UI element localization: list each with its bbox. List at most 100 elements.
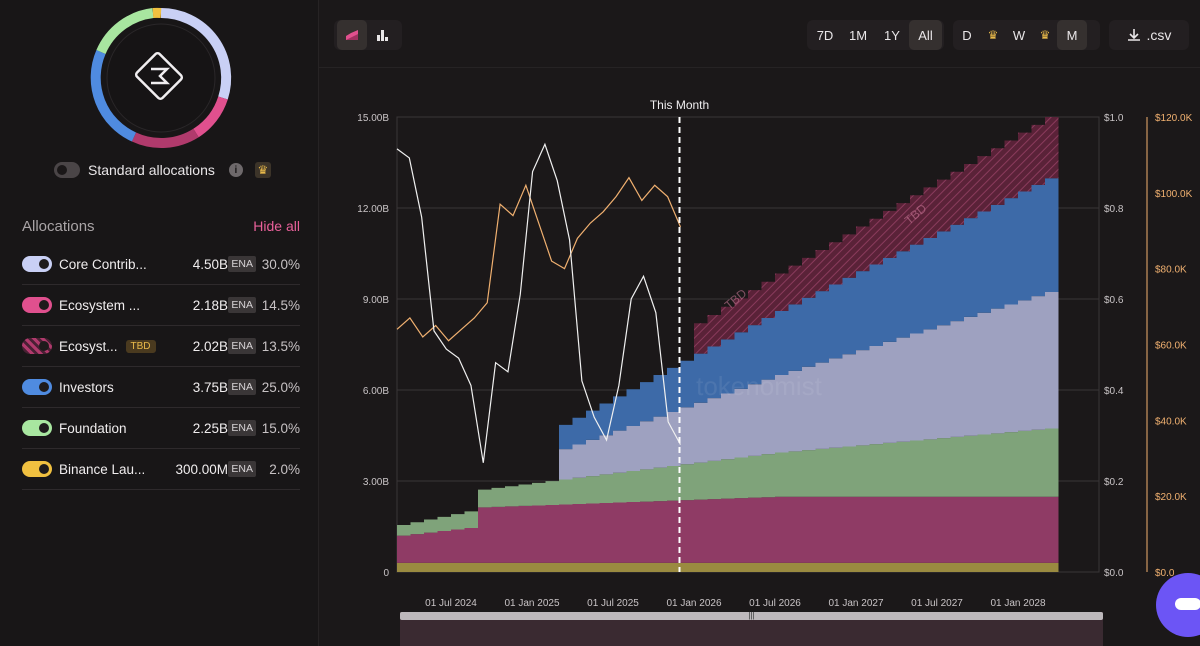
area-core-contributors xyxy=(397,292,1059,525)
donut-ecosystem xyxy=(193,96,228,138)
area-binance-launchpool xyxy=(397,562,1059,572)
unlock-chart: 0 3.00B 6.00B 9.00B 12.00B 15.00B $0.0 $0.2 $0.4… xyxy=(357,98,1193,609)
y-right-mcap-tick: $100.0K xyxy=(1155,189,1193,200)
granularity-d-button[interactable]: D xyxy=(962,27,972,43)
allocation-donut xyxy=(90,7,232,148)
range-7d-button[interactable]: 7D xyxy=(816,27,834,43)
allocation-name: Core Contrib... xyxy=(59,256,147,272)
download-icon xyxy=(1127,29,1140,41)
y-right-price-tick: $0.6 xyxy=(1104,295,1124,306)
area-chart-button[interactable] xyxy=(337,20,367,50)
allocation-name: Binance Lau... xyxy=(59,461,146,477)
token-badge: ENA xyxy=(228,297,256,313)
allocation-row[interactable]: Ecosyst... TBD 2.02B ENA 13.5% xyxy=(22,326,300,367)
area-investors xyxy=(397,178,1059,525)
y-right-price-tick: $0.4 xyxy=(1104,386,1124,397)
area-chart-icon xyxy=(346,30,358,40)
allocation-percent: 2.0% xyxy=(269,461,300,477)
y-right-mcap-tick: $60.0K xyxy=(1155,341,1187,352)
token-badge: ENA xyxy=(228,461,256,477)
ethena-logo-icon xyxy=(134,51,184,101)
area-ecosystem xyxy=(397,496,1059,563)
this-month-label: This Month xyxy=(650,98,709,112)
range-1y-button[interactable]: 1Y xyxy=(884,27,900,43)
range-all-button[interactable]: All xyxy=(909,20,942,50)
range-scroller[interactable]: ||| xyxy=(400,612,1103,646)
granularity-m-button[interactable]: M xyxy=(1057,20,1087,50)
tbd-area-label: TBD xyxy=(722,286,750,312)
hide-all-button[interactable]: Hide all xyxy=(253,218,300,234)
chat-button[interactable] xyxy=(1156,573,1200,637)
allocations-title: Allocations xyxy=(22,218,95,235)
y-right-price-tick: $0.2 xyxy=(1104,477,1124,488)
allocation-name: Ecosyst... xyxy=(59,338,118,354)
allocation-row[interactable]: Binance Lau... 300.00M ENA 2.0% xyxy=(22,449,300,490)
info-icon[interactable]: i xyxy=(228,163,243,177)
allocation-row[interactable]: Foundation 2.25B ENA 15.0% xyxy=(22,408,300,449)
y-left-tick: 6.00B xyxy=(363,386,389,397)
x-tick: 01 Jul 2027 xyxy=(911,598,963,609)
x-tick: 01 Jan 2026 xyxy=(666,598,721,609)
donut-ecosystem-tbd xyxy=(131,128,199,148)
allocation-row[interactable]: Investors 3.75B ENA 25.0% xyxy=(22,367,300,408)
chart-type-toggle xyxy=(334,20,402,50)
tbd-area-label: TBD xyxy=(902,201,930,227)
allocation-toggle[interactable] xyxy=(22,420,52,436)
token-badge: ENA xyxy=(228,338,256,354)
plot-frame xyxy=(396,116,1100,573)
scroller-handle[interactable]: ||| xyxy=(400,612,1103,620)
granularity-w-button[interactable]: W xyxy=(1012,27,1026,43)
csv-download-button[interactable]: .csv xyxy=(1109,20,1189,50)
token-badge: ENA xyxy=(228,256,256,272)
allocation-list: Core Contrib... 4.50B ENA 30.0% Ecosystem ..… xyxy=(22,244,300,490)
token-badge: ENA xyxy=(228,379,256,395)
marketcap-line xyxy=(396,176,682,342)
y-left-tick: 0 xyxy=(383,568,389,579)
allocation-toggle[interactable] xyxy=(22,256,52,272)
donut-foundation xyxy=(96,8,154,55)
donut-ring xyxy=(90,7,232,148)
y-left-tick: 3.00B xyxy=(363,477,389,488)
chart-panel: 7D 1M 1Y All D ♛ W ♛ M .csv 0 3.00B 6.00B 9.00B 12.… xyxy=(319,0,1200,646)
allocation-percent: 15.0% xyxy=(261,420,300,436)
token-badge: ENA xyxy=(228,420,256,436)
allocation-name: Foundation xyxy=(59,420,127,436)
allocation-row[interactable]: Ecosystem ... 2.18B ENA 14.5% xyxy=(22,285,300,326)
y-right-price-tick: $1.0 xyxy=(1104,113,1124,124)
allocation-amount: 2.25B xyxy=(192,420,228,436)
range-selector: 7D 1M 1Y All xyxy=(807,20,944,50)
csv-label: .csv xyxy=(1146,27,1172,43)
donut-core xyxy=(160,7,232,100)
allocation-toggle[interactable] xyxy=(22,461,52,477)
allocation-amount: 300.00M xyxy=(175,461,228,477)
allocation-percent: 25.0% xyxy=(261,379,300,395)
allocation-toggle[interactable] xyxy=(22,379,52,395)
tbd-badge: TBD xyxy=(125,339,156,353)
price-line xyxy=(396,142,682,463)
divider xyxy=(319,67,1200,68)
bar-chart-button[interactable] xyxy=(367,20,397,50)
allocation-row[interactable]: Core Contrib... 4.50B ENA 30.0% xyxy=(22,244,300,285)
x-tick: 01 Jul 2024 xyxy=(425,598,477,609)
donut-investors xyxy=(90,50,137,142)
crown-icon: ♛ xyxy=(254,162,271,178)
allocation-toggle[interactable] xyxy=(22,297,52,313)
x-tick: 01 Jan 2027 xyxy=(828,598,883,609)
y-right-mcap-tick: $40.0K xyxy=(1155,416,1187,427)
allocation-amount: 2.02B xyxy=(192,338,228,354)
y-right-mcap-tick: $120.0K xyxy=(1155,113,1193,124)
range-1m-button[interactable]: 1M xyxy=(848,27,868,43)
allocation-percent: 30.0% xyxy=(261,256,300,272)
y-right-mcap-tick: $20.0K xyxy=(1155,492,1187,503)
allocations-header: Allocations Hide all xyxy=(22,218,300,235)
y-right-mcap-tick: $80.0K xyxy=(1155,265,1187,276)
crown-icon: ♛ xyxy=(1039,28,1051,42)
y-left-tick: 15.00B xyxy=(357,113,389,124)
area-ecosystem-tbd xyxy=(397,117,1059,525)
standard-allocations-toggle[interactable] xyxy=(54,162,80,178)
standard-allocations-row: Standard allocations i ♛ xyxy=(54,162,271,178)
x-tick: 01 Jan 2025 xyxy=(504,598,559,609)
sidebar: Standard allocations i ♛ Allocations Hid… xyxy=(0,0,319,646)
allocation-toggle[interactable] xyxy=(22,338,52,354)
allocation-amount: 4.50B xyxy=(192,256,228,272)
